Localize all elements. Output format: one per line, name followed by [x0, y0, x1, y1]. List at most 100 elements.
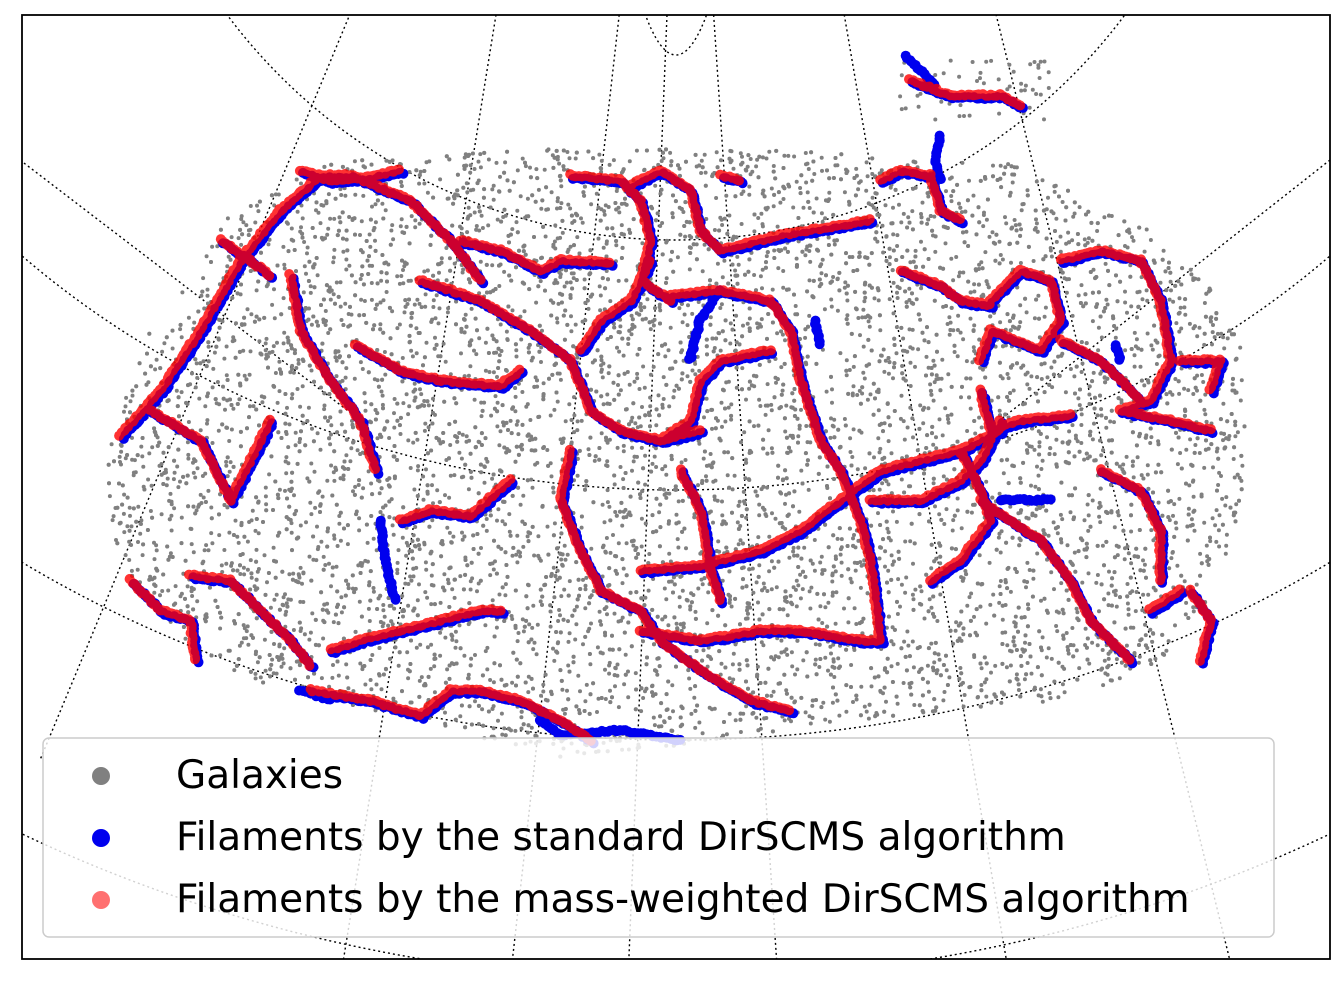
galaxy-point: [613, 684, 617, 689]
galaxy-point: [830, 579, 835, 584]
galaxy-point: [859, 473, 864, 478]
galaxy-point: [397, 281, 402, 286]
galaxy-point: [551, 646, 555, 651]
galaxy-point: [467, 438, 472, 443]
galaxy-point: [886, 482, 891, 487]
galaxy-point: [191, 550, 196, 555]
galaxy-point: [955, 354, 960, 359]
galaxy-point: [770, 287, 775, 292]
galaxy-point: [1004, 439, 1009, 444]
galaxy-point: [1019, 227, 1023, 232]
galaxy-point: [1035, 551, 1040, 556]
galaxy-point: [386, 623, 391, 628]
galaxy-point: [937, 512, 942, 517]
galaxy-point: [445, 667, 450, 672]
galaxy-point: [380, 393, 385, 398]
galaxy-point: [1212, 335, 1217, 340]
galaxy-point: [298, 599, 303, 604]
galaxy-point: [1112, 420, 1116, 425]
galaxy-point: [483, 368, 488, 373]
galaxy-point: [495, 424, 500, 429]
galaxy-point: [263, 668, 268, 673]
galaxy-point: [1052, 452, 1057, 457]
galaxy-point: [823, 605, 828, 610]
galaxy-point: [891, 311, 896, 316]
galaxy-point: [493, 394, 498, 399]
galaxy-point: [780, 332, 785, 337]
galaxy-point: [119, 449, 124, 454]
galaxy-point: [1186, 506, 1191, 511]
galaxy-point: [1210, 516, 1215, 521]
galaxy-point: [1216, 528, 1221, 533]
galaxy-point: [1205, 554, 1210, 559]
galaxy-point: [804, 180, 809, 185]
galaxy-point: [283, 488, 287, 493]
galaxy-point: [852, 533, 856, 537]
galaxy-point: [736, 542, 741, 547]
galaxy-point: [927, 597, 932, 602]
galaxy-point: [215, 244, 220, 249]
galaxy-point: [1027, 568, 1032, 572]
galaxy-point: [351, 489, 355, 494]
galaxy-point: [1049, 656, 1054, 661]
galaxy-point: [818, 264, 823, 269]
galaxy-point: [418, 387, 422, 392]
galaxy-point: [624, 541, 629, 546]
galaxy-point: [442, 572, 447, 577]
galaxy-point: [1150, 347, 1155, 352]
galaxy-point: [166, 588, 171, 593]
galaxy-point: [1099, 407, 1104, 412]
galaxy-point: [852, 606, 857, 611]
galaxy-point: [424, 567, 429, 572]
galaxy-point: [510, 617, 515, 621]
galaxy-point: [1178, 451, 1183, 455]
galaxy-point: [432, 664, 437, 669]
galaxy-point: [294, 508, 299, 513]
galaxy-point: [198, 492, 203, 497]
galaxy-point: [600, 375, 605, 380]
galaxy-point: [383, 372, 388, 377]
galaxy-point: [1076, 396, 1081, 401]
galaxy-point: [626, 669, 630, 674]
galaxy-point: [521, 629, 526, 634]
galaxy-point: [131, 470, 136, 475]
galaxy-point: [510, 680, 515, 685]
galaxy-point: [948, 320, 953, 325]
galaxy-point: [997, 584, 1002, 589]
ra-line-8: [22, 160, 361, 421]
galaxy-point: [1016, 688, 1021, 692]
galaxy-point: [310, 426, 314, 431]
galaxy-point: [860, 391, 865, 396]
galaxy-point: [1239, 478, 1244, 483]
galaxy-point: [413, 225, 418, 230]
galaxy-point: [853, 568, 858, 573]
galaxy-point: [555, 316, 559, 321]
galaxy-point: [315, 524, 319, 529]
galaxy-point: [224, 344, 229, 349]
galaxy-point: [1130, 235, 1134, 240]
galaxy-point: [984, 694, 989, 699]
galaxy-point: [423, 304, 428, 309]
galaxy-point: [846, 620, 851, 625]
galaxy-point: [906, 643, 911, 648]
galaxy-point: [832, 417, 837, 422]
galaxy-point: [1091, 267, 1096, 272]
galaxy-point: [1087, 392, 1092, 397]
galaxy-point: [1179, 326, 1184, 331]
galaxy-point: [557, 371, 562, 376]
galaxy-point: [842, 285, 847, 290]
galaxy-point: [494, 625, 499, 630]
galaxy-point: [361, 164, 366, 169]
galaxy-point: [674, 621, 679, 626]
galaxy-point: [672, 388, 677, 393]
galaxy-point: [769, 587, 774, 592]
galaxy-point: [179, 515, 184, 520]
galaxy-point: [1167, 566, 1172, 571]
galaxy-point: [462, 155, 467, 160]
galaxy-point: [791, 545, 796, 550]
galaxy-point: [321, 554, 326, 559]
galaxy-point: [275, 533, 280, 538]
galaxy-point: [558, 437, 563, 442]
galaxy-point: [1013, 223, 1018, 228]
galaxy-point: [788, 593, 793, 598]
